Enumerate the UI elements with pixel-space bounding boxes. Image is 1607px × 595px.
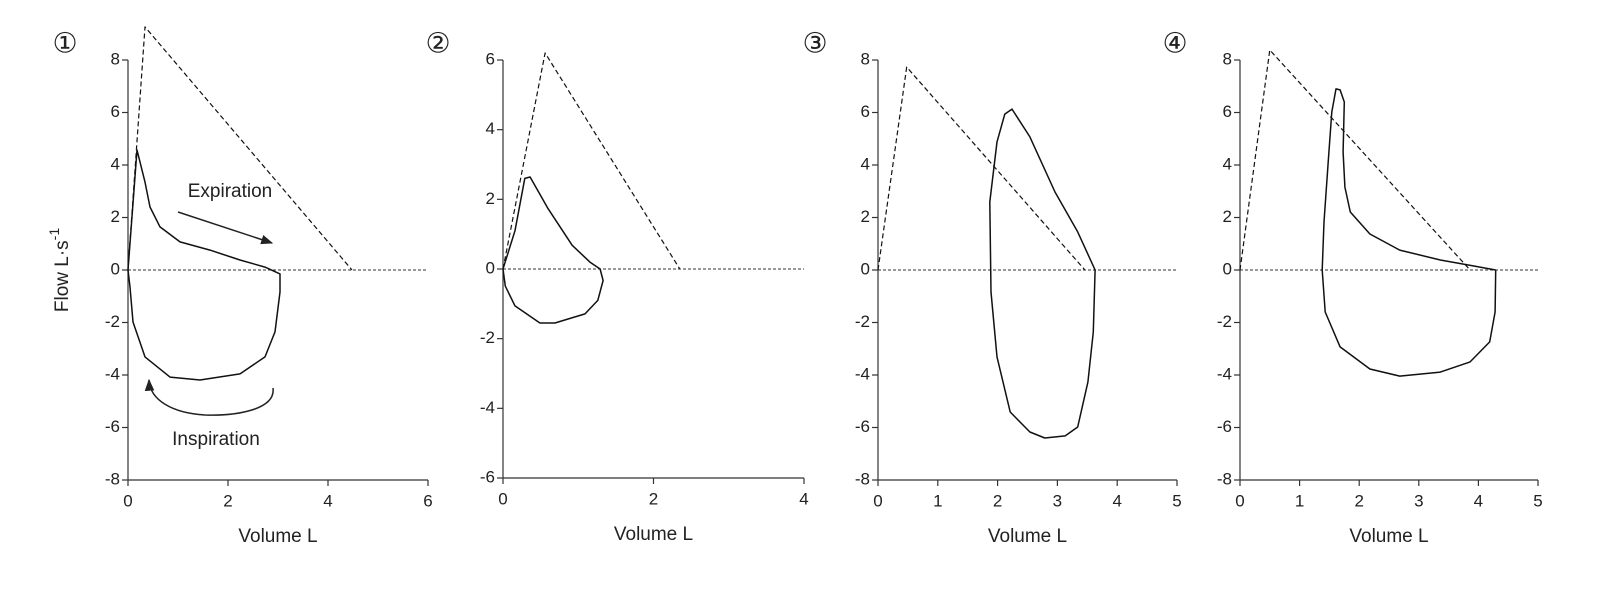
y-tick-label: -2: [105, 312, 120, 331]
x-axis-label: Volume L: [614, 524, 693, 545]
y-tick-label: -6: [855, 417, 870, 436]
y-tick-label: 0: [1223, 259, 1232, 278]
y-tick-label: 6: [486, 49, 495, 68]
y-tick-label: 8: [861, 49, 870, 68]
x-tick-label: 0: [1235, 491, 1244, 510]
y-tick-label: -4: [855, 364, 870, 383]
x-tick-label: 2: [1354, 491, 1363, 510]
predicted-line: [127, 26, 353, 271]
y-tick-label: -2: [855, 312, 870, 331]
y-tick-label: -2: [480, 328, 495, 347]
x-tick-label: 6: [423, 491, 432, 510]
x-axis-label: Volume L: [1349, 526, 1428, 547]
x-tick-label: 0: [873, 491, 882, 510]
y-tick-label: 0: [861, 259, 870, 278]
y-tick-label: 0: [486, 258, 495, 277]
y-tick-label: 0: [111, 259, 120, 278]
predicted-line: [1239, 49, 1471, 271]
panel-label: ②: [425, 27, 450, 60]
y-tick-label: -4: [480, 398, 495, 417]
x-tick-label: 4: [323, 491, 332, 510]
x-tick-label: 4: [1112, 491, 1121, 510]
annotation: Expiration: [188, 181, 273, 202]
y-tick-label: -8: [855, 469, 870, 488]
y-tick-label: 4: [111, 154, 120, 173]
flow-volume-loop: [989, 108, 1096, 439]
y-tick-label: 2: [111, 207, 120, 226]
y-tick-label: 6: [1223, 102, 1232, 121]
y-tick-label: 4: [1223, 154, 1232, 173]
flow-volume-loop: [502, 176, 604, 324]
y-tick-label: 8: [111, 49, 120, 68]
y-tick-label: -8: [105, 469, 120, 488]
y-tick-label: 2: [486, 189, 495, 208]
x-tick-label: 1: [1295, 491, 1304, 510]
x-tick-label: 1: [933, 491, 942, 510]
y-tick-label: 2: [861, 207, 870, 226]
y-tick-label: -6: [480, 467, 495, 486]
flow-volume-loop: [127, 149, 281, 381]
x-tick-label: 0: [123, 491, 132, 510]
y-tick-label: 6: [111, 102, 120, 121]
y-tick-label: -6: [1217, 417, 1232, 436]
x-axis-label: Volume L: [988, 526, 1067, 547]
y-tick-label: 8: [1223, 49, 1232, 68]
y-tick-label: 4: [861, 154, 870, 173]
x-axis-label: Volume L: [238, 526, 317, 547]
y-tick-label: -4: [105, 364, 120, 383]
y-tick-label: -4: [1217, 364, 1232, 383]
panel-label: ③: [802, 27, 827, 60]
flow-volume-loop: [1321, 88, 1497, 377]
predicted-line: [877, 66, 1086, 271]
x-tick-label: 3: [1053, 491, 1062, 510]
y-tick-label: -6: [105, 417, 120, 436]
x-tick-label: 5: [1172, 491, 1181, 510]
y-tick-label: 4: [486, 119, 495, 138]
x-tick-label: 2: [223, 491, 232, 510]
panel-label: ④: [1162, 27, 1187, 60]
x-tick-label: 3: [1414, 491, 1423, 510]
y-tick-label: -2: [1217, 312, 1232, 331]
x-tick-label: 4: [799, 489, 808, 508]
x-tick-label: 2: [993, 491, 1002, 510]
y-axis-label-text: Flow L·s: [52, 240, 73, 312]
predicted-line: [502, 52, 681, 270]
panel-label: ①: [52, 27, 77, 60]
annotation: Inspiration: [172, 429, 260, 450]
y-axis-label: Flow L·s-1: [46, 228, 73, 312]
expiration-arrow: [177, 211, 274, 245]
y-tick-label: 6: [861, 102, 870, 121]
y-axis-label-superscript: -1: [46, 228, 62, 241]
x-tick-label: 5: [1533, 491, 1542, 510]
y-tick-label: -8: [1217, 469, 1232, 488]
x-tick-label: 0: [498, 489, 507, 508]
x-tick-label: 4: [1474, 491, 1483, 510]
x-tick-label: 2: [649, 489, 658, 508]
inspiration-arrow: [144, 378, 274, 416]
y-tick-label: 2: [1223, 207, 1232, 226]
